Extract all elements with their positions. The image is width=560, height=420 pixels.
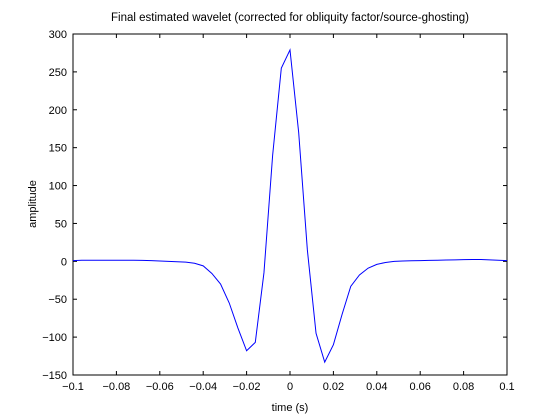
x-tick-label: 0.02 — [323, 381, 344, 393]
y-tick-label: 100 — [49, 181, 67, 193]
chart-title: Final estimated wavelet (corrected for o… — [111, 12, 469, 24]
series-group — [72, 48, 508, 364]
x-tick-label: 0.04 — [366, 381, 387, 393]
x-tick-label: 0.06 — [409, 381, 430, 393]
y-axis: −150 −100 −50 0 50 100 150 200 250 300 — [42, 29, 507, 382]
y-tick-label: 50 — [55, 218, 67, 230]
series-line — [72, 48, 508, 364]
y-tick-label: 0 — [61, 256, 67, 268]
y-axis-label: amplitude — [27, 180, 39, 228]
x-tick-label: −0.04 — [189, 381, 217, 393]
x-tick-label: 0.1 — [499, 381, 514, 393]
y-tick-label: −50 — [48, 294, 67, 306]
x-tick-label: −0.1 — [62, 381, 84, 393]
x-tick-label: −0.02 — [233, 381, 261, 393]
plot-area — [72, 33, 508, 376]
y-tick-label: −100 — [42, 332, 67, 344]
y-tick-label: −150 — [42, 370, 67, 382]
x-tick-label: 0 — [287, 381, 293, 393]
y-tick-label: 200 — [49, 105, 67, 117]
y-tick-label: 300 — [49, 29, 67, 41]
y-tick-label: 150 — [49, 143, 67, 155]
x-axis-label: time (s) — [272, 402, 309, 414]
x-tick-label: −0.08 — [102, 381, 130, 393]
x-axis: −0.1 −0.08 −0.06 −0.04 −0.02 0 0.02 0.04 0.06 0.0… — [62, 34, 515, 393]
y-tick-label: 250 — [49, 67, 67, 79]
x-tick-label: −0.06 — [146, 381, 174, 393]
x-tick-label: 0.08 — [453, 381, 474, 393]
